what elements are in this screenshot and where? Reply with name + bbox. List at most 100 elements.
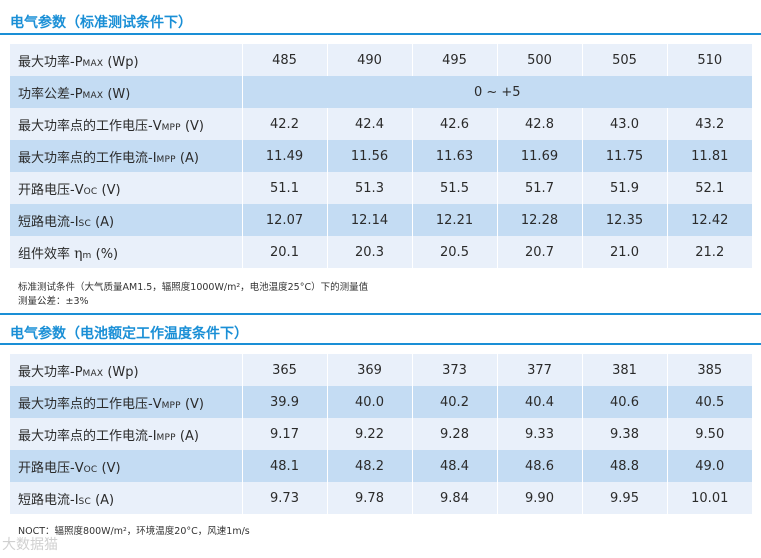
value-cell: 40.0 [327, 386, 413, 418]
param-label-text: 最大功率-P [18, 364, 83, 380]
value-cell: 42.6 [412, 108, 498, 140]
value-cell: 43.2 [667, 108, 752, 140]
param-label: 开路电压-VOC (V) [10, 172, 243, 204]
value-cell: 9.95 [582, 482, 668, 514]
table-row: 最大功率点的工作电压-VMPP (V) 39.9 40.0 40.2 40.4 40.6 4… [10, 386, 752, 418]
param-label-subscript: MAX [82, 58, 104, 69]
value-cell: 385 [667, 354, 752, 386]
value-cell: 48.8 [582, 450, 668, 482]
value-cell: 9.17 [242, 418, 328, 450]
value-cell: 40.2 [412, 386, 498, 418]
value-cell: 9.50 [667, 418, 752, 450]
value-cell: 485 [242, 44, 328, 76]
value-cell: 11.75 [582, 140, 668, 172]
value-cell: 11.63 [412, 140, 498, 172]
value-cell: 377 [497, 354, 583, 386]
param-label-text: 最大功率-P [18, 54, 83, 70]
param-label-subscript: OC [83, 464, 98, 475]
value-cell: 52.1 [667, 172, 752, 204]
table-row: 短路电流-ISC (A) 9.73 9.78 9.84 9.90 9.95 10.01 [10, 482, 752, 514]
value-cell: 495 [412, 44, 498, 76]
value-cell: 500 [497, 44, 583, 76]
param-label-unit: (V) [97, 182, 121, 198]
value-cell: 10.01 [667, 482, 752, 514]
param-label: 开路电压-VOC (V) [10, 450, 243, 482]
param-label-unit: (A) [90, 492, 115, 508]
param-label-subscript: SC [78, 496, 91, 507]
param-label-subscript: MPP [156, 432, 176, 443]
param-label-unit: (%) [91, 246, 119, 262]
value-cell: 42.2 [242, 108, 328, 140]
param-label-unit: (A) [90, 214, 115, 230]
value-cell: 21.2 [667, 236, 752, 268]
param-label-subscript: SC [78, 218, 91, 229]
value-cell: 490 [327, 44, 413, 76]
value-cell: 51.9 [582, 172, 668, 204]
param-label-subscript: MAX [82, 90, 104, 101]
param-label-unit: (A) [175, 150, 199, 166]
param-label-unit: (A) [175, 428, 199, 444]
value-cell: 49.0 [667, 450, 752, 482]
value-cell: 48.2 [327, 450, 413, 482]
table-row: 功率公差-PMAX (W) 0 ~ +5 [10, 76, 752, 108]
param-label-subscript: MPP [156, 154, 176, 165]
param-label-text: 最大功率点的工作电流-I [18, 150, 157, 166]
noct-title: 电气参数（电池额定工作温度条件下） [10, 326, 248, 342]
value-cell: 42.8 [497, 108, 583, 140]
value-cell: 12.07 [242, 204, 328, 236]
param-label-subscript: MAX [82, 368, 104, 379]
param-label-unit: (Wp) [103, 364, 139, 380]
value-cell: 9.90 [497, 482, 583, 514]
param-label: 最大功率-PMAX (Wp) [10, 354, 243, 386]
param-label-text: 开路电压-V [18, 460, 84, 476]
value-cell: 369 [327, 354, 413, 386]
value-cell: 40.4 [497, 386, 583, 418]
param-label-unit: (V) [180, 396, 204, 412]
value-cell: 12.42 [667, 204, 752, 236]
table-row: 最大功率-PMAX (Wp) 485 490 495 500 505 510 [10, 44, 752, 76]
value-cell: 365 [242, 354, 328, 386]
noct-top-rule [0, 313, 761, 315]
param-label-unit: (V) [97, 460, 121, 476]
param-label: 最大功率-PMAX (Wp) [10, 44, 243, 76]
param-label: 短路电流-ISC (A) [10, 482, 243, 514]
value-cell: 20.1 [242, 236, 328, 268]
value-cell: 43.0 [582, 108, 668, 140]
stc-table: 最大功率-PMAX (Wp) 485 490 495 500 505 510 功率公差-PMA… [10, 44, 752, 268]
stc-title-rule [0, 33, 761, 35]
param-label-subscript: OC [83, 186, 98, 197]
value-cell: 51.3 [327, 172, 413, 204]
stc-note-conditions: 标准测试条件（大气质量AM1.5，辐照度1000W/m²，电池温度25°C）下的… [18, 282, 369, 293]
value-cell: 40.5 [667, 386, 752, 418]
value-cell: 9.28 [412, 418, 498, 450]
value-cell: 11.81 [667, 140, 752, 172]
param-label-unit: (V) [180, 118, 204, 134]
stc-note-tolerance: 测量公差：±3% [18, 296, 89, 307]
value-cell: 12.28 [497, 204, 583, 236]
value-cell: 20.7 [497, 236, 583, 268]
table-row: 最大功率点的工作电压-VMPP (V) 42.2 42.4 42.6 42.8 43.0 4… [10, 108, 752, 140]
param-label: 最大功率点的工作电流-IMPP (A) [10, 140, 243, 172]
value-cell: 9.38 [582, 418, 668, 450]
value-cell: 48.6 [497, 450, 583, 482]
noct-table: 最大功率-PMAX (Wp) 365 369 373 377 381 385 最大功率点的工作… [10, 354, 752, 514]
value-cell: 20.5 [412, 236, 498, 268]
param-label-unit: (Wp) [103, 54, 139, 70]
value-cell: 39.9 [242, 386, 328, 418]
value-cell: 12.21 [412, 204, 498, 236]
value-cell: 9.84 [412, 482, 498, 514]
param-label-symbol: η [74, 245, 83, 262]
stc-title: 电气参数（标准测试条件下） [10, 15, 192, 31]
param-label-text: 开路电压-V [18, 182, 84, 198]
watermark-text: 大数据猫 [2, 537, 58, 553]
table-row: 开路电压-VOC (V) 51.1 51.3 51.5 51.7 51.9 52.1 [10, 172, 752, 204]
table-row: 最大功率点的工作电流-IMPP (A) 11.49 11.56 11.63 11.69 1… [10, 140, 752, 172]
value-cell: 20.3 [327, 236, 413, 268]
param-label: 组件效率 ηm (%) [10, 236, 243, 268]
value-cell: 12.14 [327, 204, 413, 236]
value-cell: 11.49 [242, 140, 328, 172]
value-cell: 381 [582, 354, 668, 386]
merged-value-cell: 0 ~ +5 [242, 76, 752, 108]
value-cell: 48.1 [242, 450, 328, 482]
param-label-text: 最大功率点的工作电压-V [18, 396, 162, 412]
